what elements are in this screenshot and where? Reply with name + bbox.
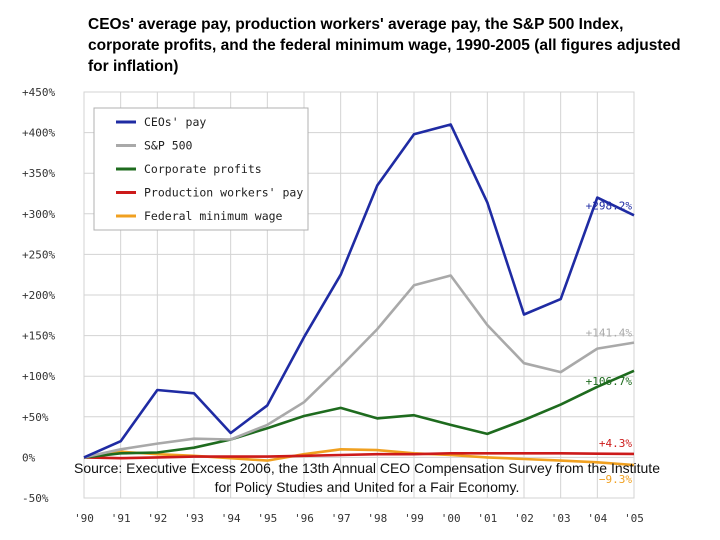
x-tick-label: '93: [184, 512, 204, 525]
legend-label-production-workers-pay: Production workers' pay: [144, 186, 303, 200]
series-line-federal-minimum-wage: [83, 447, 635, 467]
series-line-ceos-pay: [83, 123, 635, 459]
y-tick-label: +50%: [22, 411, 49, 424]
x-tick-label: '96: [294, 512, 314, 525]
legend-label-corporate-profits: Corporate profits: [144, 162, 262, 176]
series-line-production-workers-pay: [83, 451, 635, 460]
x-tick-label: '03: [551, 512, 571, 525]
x-tick-label: '00: [441, 512, 461, 525]
chart-title: CEOs' average pay, production workers' a…: [88, 16, 681, 75]
x-tick-label: '91: [111, 512, 131, 525]
x-tick-label: '90: [74, 512, 94, 525]
x-tick-label: '99: [404, 512, 424, 525]
x-tick-label: '97: [331, 512, 351, 525]
end-label-production-workers-pay: +4.3%: [599, 437, 632, 450]
x-tick-label: '94: [221, 512, 241, 525]
y-tick-label: +200%: [22, 289, 55, 302]
plot-frame: [83, 91, 635, 499]
series-lines: [83, 123, 635, 467]
y-tick-label: 0%: [22, 451, 36, 464]
y-tick-label: +250%: [22, 248, 55, 261]
legend-label-s-p-500: S&P 500: [144, 139, 193, 153]
y-tick-label: +450%: [22, 86, 55, 99]
x-tick-label: '92: [147, 512, 167, 525]
y-tick-label: +300%: [22, 208, 55, 221]
x-axis-ticks: '90 '91 '92 '93 '94 '95 '96 '97 '98 '99 '00 '01 '02 '…: [74, 512, 644, 525]
y-tick-label: +100%: [22, 370, 55, 383]
legend-label-federal-minimum-wage: Federal minimum wage: [144, 209, 283, 223]
end-labels: +298.2% +141.4% +106.7% +4.3% −9.3%: [586, 199, 633, 486]
x-tick-label: '05: [624, 512, 644, 525]
source-note: Source: Executive Excess 2006, the 13th …: [74, 460, 660, 495]
y-tick-label: +400%: [22, 127, 55, 140]
end-label-corporate-profits: +106.7%: [586, 375, 633, 388]
x-tick-label: '01: [477, 512, 497, 525]
end-label-federal-minimum-wage: −9.3%: [599, 473, 632, 486]
y-tick-label: +150%: [22, 330, 55, 343]
y-tick-label: -50%: [22, 492, 49, 505]
y-axis-ticks: +450% +400% +350% +300% +250% +200% +150% +100%…: [22, 86, 55, 505]
x-tick-label: '98: [367, 512, 387, 525]
end-label-ceos-pay: +298.2%: [586, 199, 633, 212]
x-tick-label: '04: [587, 512, 607, 525]
series-line-corporate-profits: [83, 369, 635, 459]
y-tick-label: +350%: [22, 167, 55, 180]
series-line-s-p-500: [83, 274, 635, 459]
x-tick-label: '95: [257, 512, 277, 525]
legend: CEOs' pay S&P 500 Corporate profits Product…: [93, 107, 309, 231]
legend-label-ceos-pay: CEOs' pay: [144, 115, 206, 129]
end-label-s-p-500: +141.4%: [586, 327, 633, 340]
x-tick-label: '02: [514, 512, 534, 525]
